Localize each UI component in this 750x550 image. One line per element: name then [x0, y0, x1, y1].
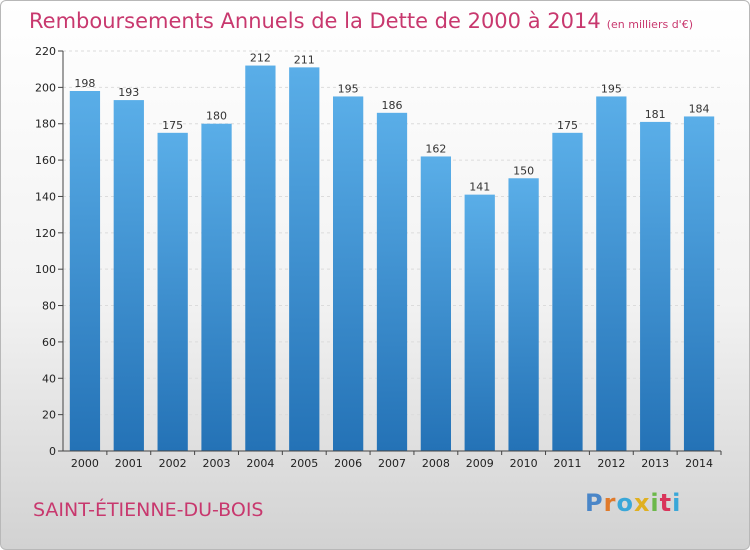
y-tick-label: 80 — [42, 300, 56, 313]
logo-letter: x — [633, 489, 651, 517]
proxiti-logo: Proxiti — [585, 489, 681, 517]
x-tick-label-2012: 2012 — [597, 457, 625, 470]
bar-2011 — [552, 132, 583, 451]
bar-2007 — [376, 112, 408, 452]
value-label-2006: 195 — [338, 82, 359, 95]
x-tick-label-2002: 2002 — [159, 457, 187, 470]
x-tick-label-2006: 2006 — [334, 457, 362, 470]
value-label-2012: 195 — [601, 82, 622, 95]
y-tick-label: 100 — [35, 263, 56, 276]
bar-2012 — [596, 96, 627, 452]
x-tick-label-2001: 2001 — [115, 457, 143, 470]
value-label-2008: 162 — [425, 142, 446, 155]
bar-2005 — [289, 67, 320, 451]
commune-name: SAINT-ÉTIENNE-DU-BOIS — [33, 499, 264, 521]
value-label-2010: 150 — [513, 164, 534, 177]
bar-2006 — [332, 96, 364, 452]
y-tick-label: 160 — [35, 154, 56, 167]
value-label-2000: 198 — [74, 77, 95, 90]
x-tick-label-2008: 2008 — [422, 457, 450, 470]
x-tick-label-2003: 2003 — [203, 457, 231, 470]
value-label-2007: 186 — [382, 99, 403, 112]
bar-2003 — [201, 123, 232, 452]
x-tick-label-2011: 2011 — [553, 457, 581, 470]
bar-2013 — [640, 121, 671, 451]
logo-letter: i — [672, 489, 682, 517]
x-tick-label-2007: 2007 — [378, 457, 406, 470]
bar-2009 — [464, 194, 495, 452]
value-label-2001: 193 — [118, 86, 139, 99]
labels: 0 20 40 60 80 100 120 140 160 180 200 220 198 2000 193… — [35, 45, 713, 470]
value-label-2005: 211 — [294, 53, 315, 66]
bars — [69, 65, 715, 452]
x-tick-label-2000: 2000 — [71, 457, 99, 470]
x-tick-label-2010: 2010 — [510, 457, 538, 470]
y-tick-label: 200 — [35, 81, 56, 94]
y-tick-label: 20 — [42, 409, 56, 422]
value-label-2009: 141 — [469, 181, 490, 194]
y-tick-label: 0 — [49, 445, 56, 458]
bar-2001 — [113, 100, 144, 451]
x-tick-label-2004: 2004 — [246, 457, 274, 470]
logo-letter: P — [585, 489, 604, 517]
bar-2008 — [420, 156, 452, 452]
y-tick-label: 140 — [35, 190, 56, 203]
value-label-2002: 175 — [162, 119, 183, 132]
value-label-2011: 175 — [557, 119, 578, 132]
y-tick-label: 180 — [35, 118, 56, 131]
logo-letter: o — [616, 489, 634, 517]
y-tick-label: 120 — [35, 227, 56, 240]
bar-2004 — [245, 65, 276, 451]
axes — [58, 50, 722, 455]
chart-title: Remboursements Annuels de la Dette de 20… — [29, 9, 693, 33]
value-label-2004: 212 — [250, 52, 271, 65]
logo-letter: i — [650, 489, 660, 517]
value-label-2014: 184 — [689, 102, 710, 115]
bar-2010 — [508, 178, 539, 452]
bar-2014 — [683, 116, 715, 452]
y-tick-label: 220 — [35, 45, 56, 58]
value-label-2013: 181 — [645, 108, 666, 121]
bar-2000 — [69, 91, 101, 451]
bar-2002 — [157, 132, 188, 451]
unit-note: (en milliers d'€) — [606, 18, 693, 31]
value-label-2003: 180 — [206, 110, 227, 123]
chart-title-text: Remboursements Annuels de la Dette de 20… — [29, 9, 601, 33]
logo-letter: t — [659, 489, 673, 517]
x-tick-label-2009: 2009 — [466, 457, 494, 470]
y-tick-label: 60 — [42, 336, 56, 349]
x-tick-label-2005: 2005 — [290, 457, 318, 470]
logo-letter: r — [603, 489, 617, 517]
x-tick-label-2013: 2013 — [641, 457, 669, 470]
x-tick-label-2014: 2014 — [685, 457, 713, 470]
y-tick-label: 40 — [42, 372, 56, 385]
